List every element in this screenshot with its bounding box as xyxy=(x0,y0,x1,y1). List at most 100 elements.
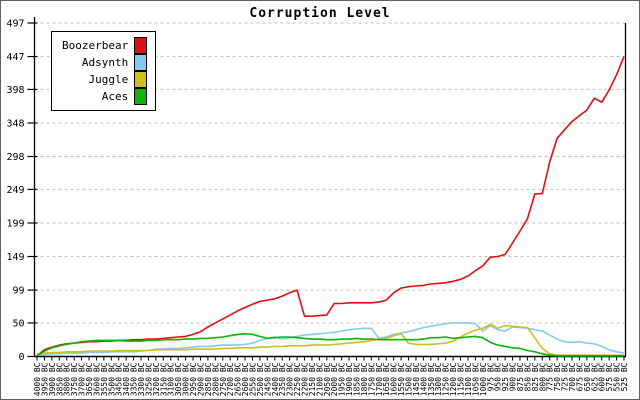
x-tick-label: 1800 BC xyxy=(360,362,369,396)
x-tick-label: 550 BC xyxy=(613,362,622,391)
x-tick-label: 850 BC xyxy=(523,362,532,391)
x-tick-label: 2850 BC xyxy=(204,362,213,396)
x-tick-label: 750 BC xyxy=(553,362,562,391)
legend: Boozerbear Adsynth Juggle Aces xyxy=(51,31,157,111)
x-tick-label: 3600 BC xyxy=(92,362,101,396)
x-tick-label: 3200 BC xyxy=(152,362,161,396)
x-tick-label: 3150 BC xyxy=(159,362,168,396)
x-tick-label: 2750 BC xyxy=(219,362,228,396)
x-tick-label: 1400 BC xyxy=(419,362,428,396)
x-tick-label: 975 BC xyxy=(486,362,495,391)
x-tick-label: 1300 BC xyxy=(434,362,443,396)
series-line-boozerbear xyxy=(36,56,625,357)
x-tick-label: 825 BC xyxy=(531,362,540,391)
x-tick-label: 900 BC xyxy=(509,362,518,391)
x-tick-label: 4000 BC xyxy=(33,362,42,396)
legend-label: Boozerbear xyxy=(62,39,129,52)
x-tick-label: 2400 BC xyxy=(271,362,280,396)
x-tick-label: 3950 BC xyxy=(40,362,49,396)
x-tick-label: 875 BC xyxy=(516,362,525,391)
y-tick-label: 0 xyxy=(18,352,24,363)
x-tick-label: 1950 BC xyxy=(338,362,347,396)
x-tick-label: 2150 BC xyxy=(308,362,317,396)
x-tick-label: 3700 BC xyxy=(78,362,87,396)
x-tick-label: 2100 BC xyxy=(315,362,324,396)
x-tick-label: 1850 BC xyxy=(353,362,362,396)
x-tick-label: 600 BC xyxy=(598,362,607,391)
series-line-juggle xyxy=(36,323,624,357)
legend-swatch xyxy=(134,54,148,71)
x-tick-label: 3250 BC xyxy=(144,362,153,396)
x-tick-label: 950 BC xyxy=(494,362,503,391)
x-tick-label: 2450 BC xyxy=(263,362,272,396)
x-tick-label: 2550 BC xyxy=(248,362,257,396)
x-tick-label: 2050 BC xyxy=(323,362,332,396)
y-tick-label: 249 xyxy=(6,185,24,196)
y-tick-label: 149 xyxy=(6,252,24,263)
x-tick-label: 3050 BC xyxy=(174,362,183,396)
legend-item-juggle: Juggle xyxy=(62,71,148,88)
x-tick-label: 3800 BC xyxy=(63,362,72,396)
x-tick-label: 1600 BC xyxy=(390,362,399,396)
x-tick-label: 3300 BC xyxy=(137,362,146,396)
legend-swatch xyxy=(134,71,148,88)
x-tick-label: 2800 BC xyxy=(211,362,220,396)
x-tick-label: 3500 BC xyxy=(107,362,116,396)
legend-item-boozerbear: Boozerbear xyxy=(62,37,148,54)
x-tick-label: 1350 BC xyxy=(427,362,436,396)
x-tick-label: 3350 BC xyxy=(130,362,139,396)
y-tick-label: 497 xyxy=(6,19,24,30)
x-tick-label: 3100 BC xyxy=(167,362,176,396)
x-tick-label: 2000 BC xyxy=(330,362,339,396)
legend-swatch xyxy=(134,37,148,54)
x-tick-label: 775 BC xyxy=(546,362,555,391)
legend-item-aces: Aces xyxy=(62,88,148,105)
x-tick-label: 700 BC xyxy=(568,362,577,391)
x-tick-label: 525 BC xyxy=(620,362,629,391)
y-tick-label: 199 xyxy=(6,218,24,229)
legend-item-adsynth: Adsynth xyxy=(62,54,148,71)
x-tick-label: 3450 BC xyxy=(115,362,124,396)
x-tick-label: 3850 BC xyxy=(55,362,64,396)
x-tick-label: 1250 BC xyxy=(442,362,451,396)
x-tick-label: 725 BC xyxy=(561,362,570,391)
x-tick-label: 1750 BC xyxy=(367,362,376,396)
x-tick-label: 2900 BC xyxy=(196,362,205,396)
x-tick-label: 2500 BC xyxy=(256,362,265,396)
legend-label: Adsynth xyxy=(81,56,129,69)
x-tick-label: 1100 BC xyxy=(464,362,473,396)
x-tick-label: 3550 BC xyxy=(100,362,109,396)
y-tick-label: 398 xyxy=(6,85,24,96)
legend-label: Aces xyxy=(101,90,129,103)
x-tick-label: 2250 BC xyxy=(293,362,302,396)
chart-title: Corruption Level xyxy=(249,6,391,21)
x-tick-label: 1000 BC xyxy=(479,362,488,396)
x-tick-label: 1050 BC xyxy=(471,362,480,396)
x-tick-label: 1500 BC xyxy=(405,362,414,396)
x-tick-label: 1450 BC xyxy=(412,362,421,396)
x-tick-label: 1150 BC xyxy=(457,362,466,396)
x-tick-label: 2350 BC xyxy=(278,362,287,396)
x-tick-label: 650 BC xyxy=(583,362,592,391)
x-tick-label: 675 BC xyxy=(575,362,584,391)
x-tick-label: 3750 BC xyxy=(70,362,79,396)
x-tick-label: 3400 BC xyxy=(122,362,131,396)
x-tick-label: 2650 BC xyxy=(234,362,243,396)
x-tick-label: 2300 BC xyxy=(286,362,295,396)
x-tick-label: 3650 BC xyxy=(85,362,94,396)
x-tick-label: 3900 BC xyxy=(48,362,57,396)
y-tick-label: 348 xyxy=(6,118,24,129)
x-tick-label: 925 BC xyxy=(501,362,510,391)
x-tick-label: 2200 BC xyxy=(300,362,309,396)
y-tick-label: 50 xyxy=(12,318,24,329)
x-tick-label: 625 BC xyxy=(590,362,599,391)
x-tick-label: 1900 BC xyxy=(345,362,354,396)
y-tick-label: 447 xyxy=(6,52,24,63)
series-line-aces xyxy=(36,332,624,357)
legend-swatch xyxy=(134,88,148,105)
x-tick-label: 1550 BC xyxy=(397,362,406,396)
y-tick-label: 298 xyxy=(6,152,24,163)
x-tick-label: 2950 BC xyxy=(189,362,198,396)
